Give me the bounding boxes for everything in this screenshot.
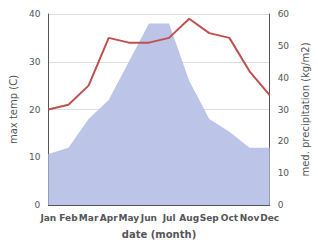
svg-text:date (month): date (month) <box>122 229 196 240</box>
svg-text:Dec: Dec <box>260 213 279 223</box>
svg-text:20: 20 <box>278 136 290 146</box>
svg-text:Jun: Jun <box>140 213 157 223</box>
svg-text:Sep: Sep <box>200 213 220 223</box>
svg-text:20: 20 <box>29 105 41 115</box>
svg-text:Nov: Nov <box>240 213 260 223</box>
svg-text:40: 40 <box>29 9 41 19</box>
svg-text:max temp (C): max temp (C) <box>8 75 19 144</box>
svg-text:Feb: Feb <box>59 213 78 223</box>
svg-text:med. precipitation (kg/m2): med. precipitation (kg/m2) <box>300 42 311 176</box>
svg-text:Apr: Apr <box>100 213 118 223</box>
svg-text:10: 10 <box>29 152 41 162</box>
svg-text:Jul: Jul <box>162 213 176 223</box>
svg-text:May: May <box>119 213 140 223</box>
svg-text:30: 30 <box>29 57 41 67</box>
svg-text:50: 50 <box>278 41 290 51</box>
svg-text:Mar: Mar <box>79 213 99 223</box>
svg-text:0: 0 <box>278 200 284 210</box>
svg-text:Jan: Jan <box>39 213 56 223</box>
svg-text:60: 60 <box>278 9 290 19</box>
svg-text:0: 0 <box>35 200 41 210</box>
svg-text:10: 10 <box>278 168 290 178</box>
svg-text:40: 40 <box>278 73 290 83</box>
svg-text:Oct: Oct <box>221 213 239 223</box>
svg-text:Aug: Aug <box>179 213 199 223</box>
svg-text:30: 30 <box>278 105 290 115</box>
